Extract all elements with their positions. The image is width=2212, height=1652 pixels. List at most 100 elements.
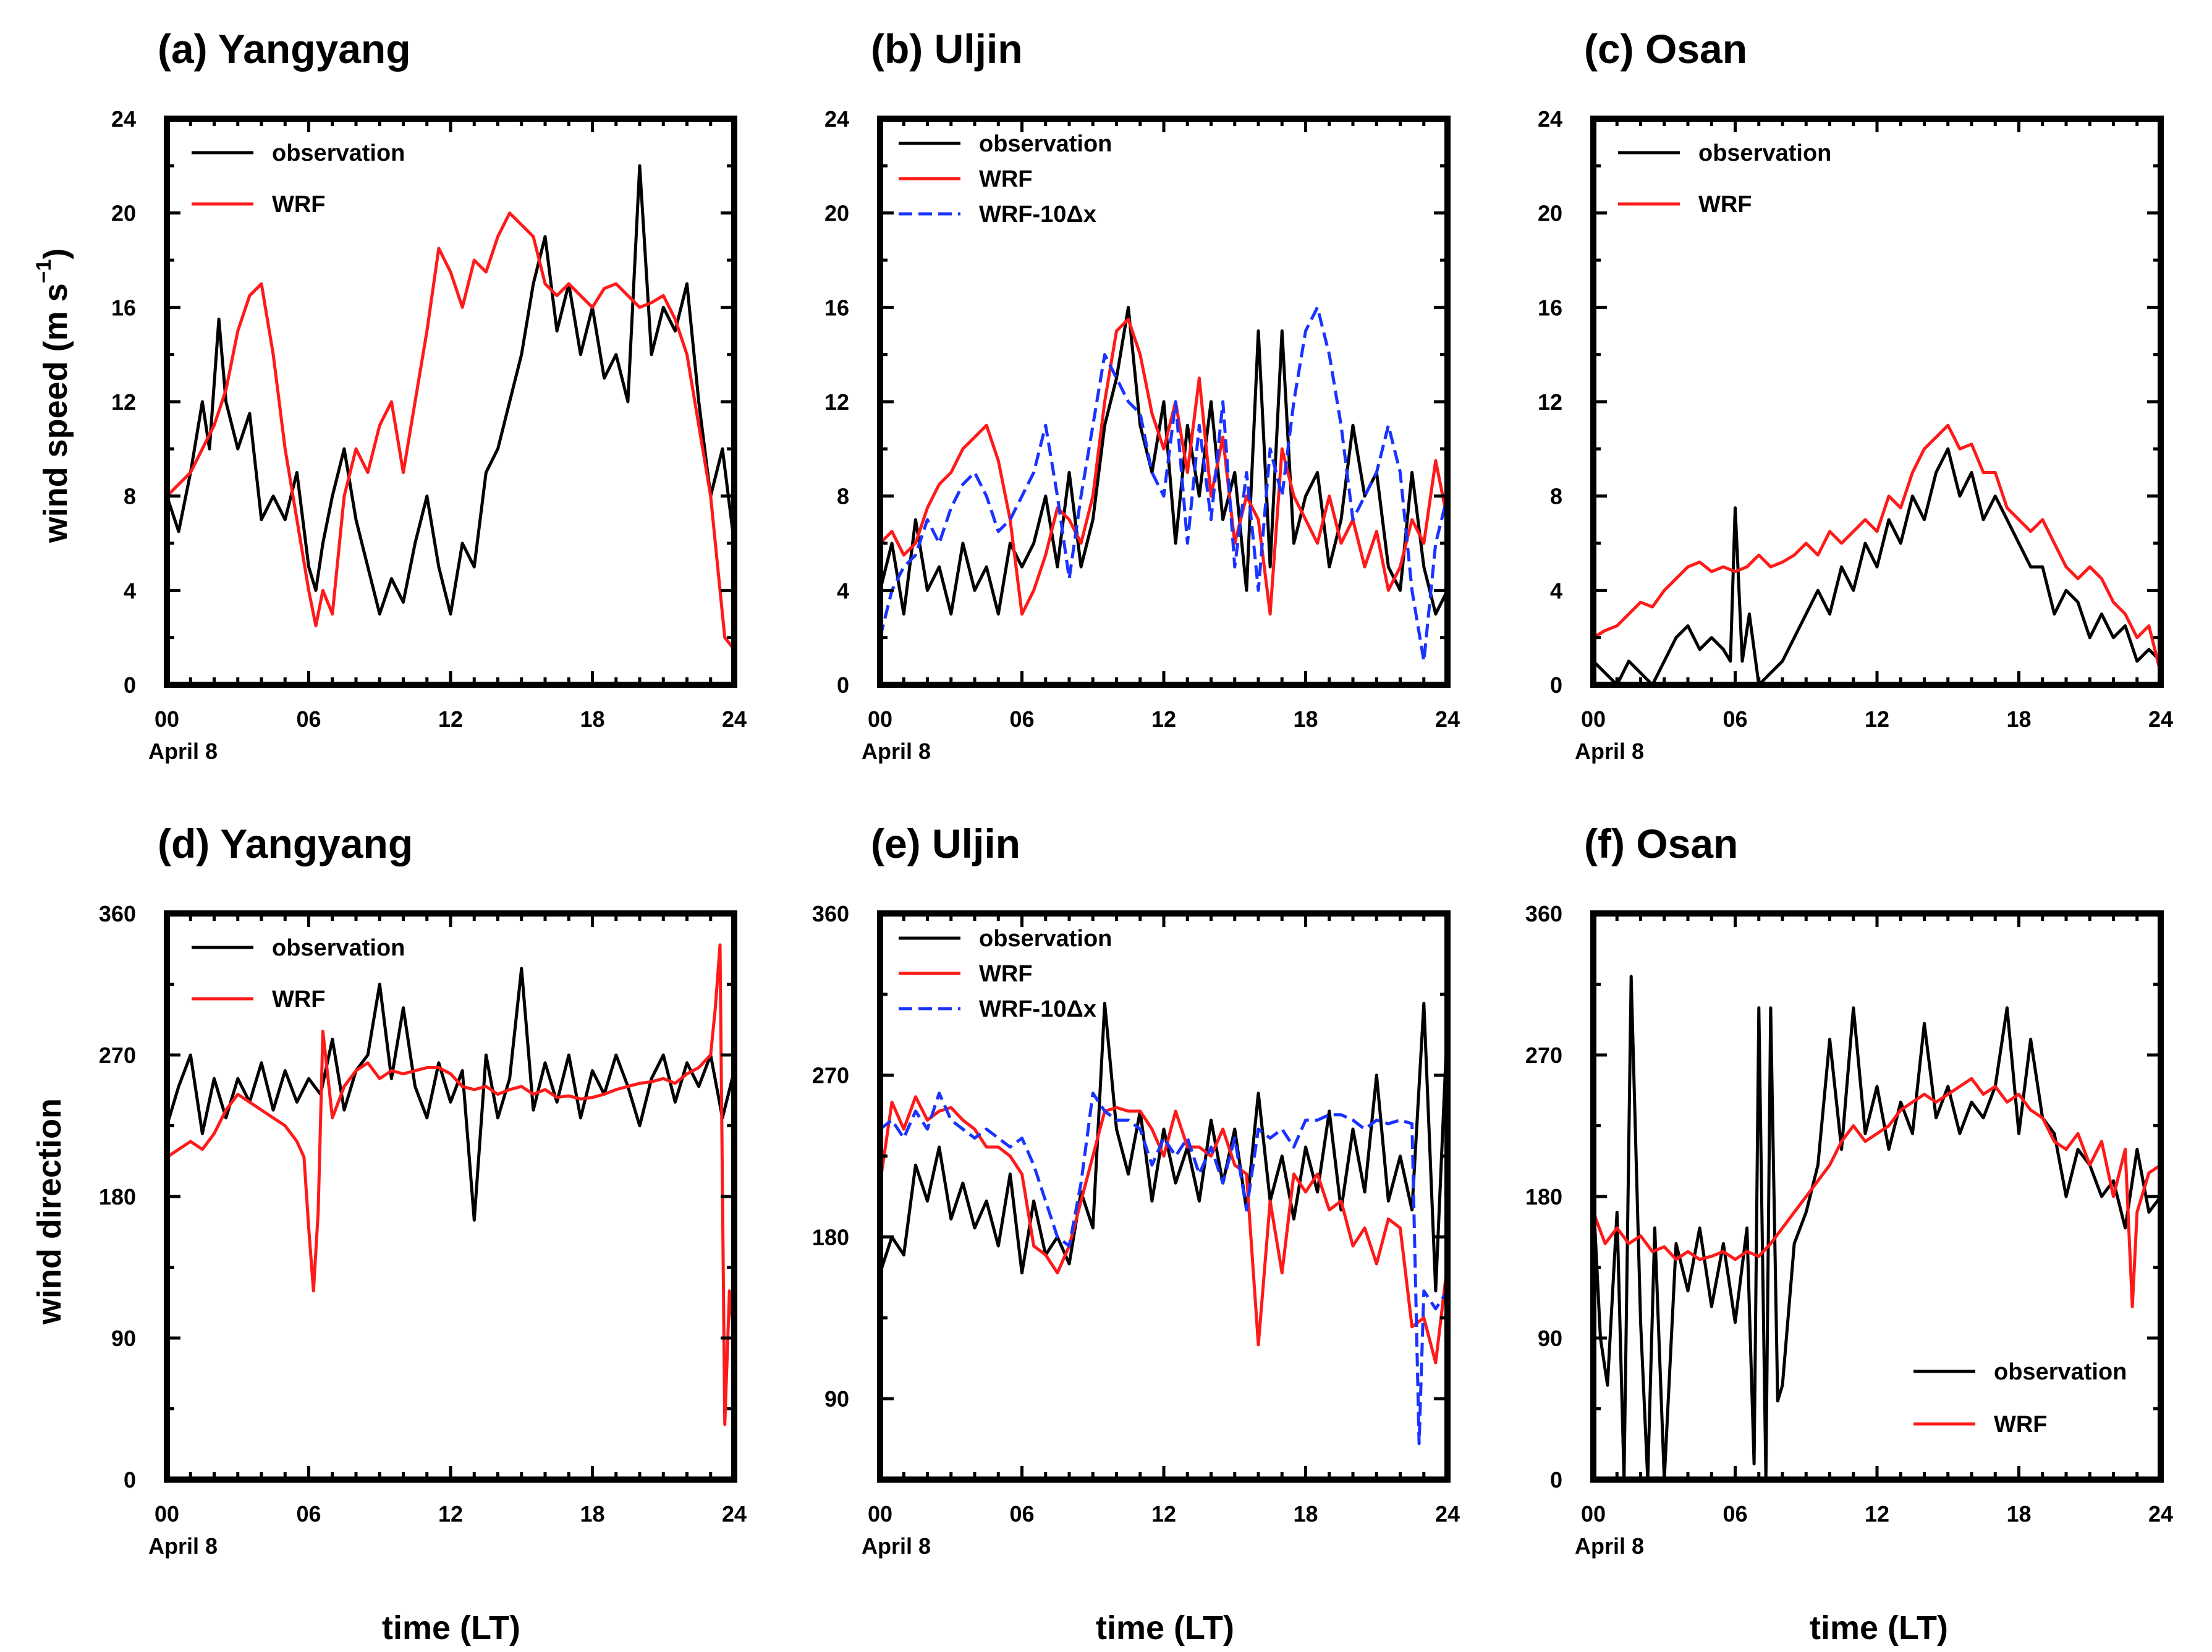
x-tick-label: 24 [2148,1501,2173,1527]
series-line-wrf-10-x [880,305,1447,663]
x-tick-label: 24 [2148,706,2173,732]
y-tick-label: 12 [1538,389,1562,415]
x-tick-label: 12 [438,706,463,732]
panel-title: (d) Yangyang [158,821,413,866]
x-axis-label-f: time (LT) [1810,1609,1948,1646]
series-line-wrf [1593,423,2161,674]
series-line-wrf-10-x [880,1091,1447,1446]
y-tick-label: 180 [1525,1184,1562,1209]
date-label: April 8 [1575,739,1644,764]
x-tick-label: 00 [1581,706,1606,732]
series-line-observation [167,967,734,1222]
legend-label-observation: observation [1994,1359,2127,1385]
y-tick-label: 4 [124,578,136,603]
x-tick-label: 12 [1865,1501,1889,1527]
panel-c: (c) Osan 0 4 8 12 16 20 24 00 06 12 18 24 April 8 obse… [1538,26,2173,764]
y-tick-label: 0 [837,672,849,698]
y-tick-label: 270 [99,1043,136,1068]
date-label: April 8 [148,739,218,764]
panel-b: (b) Uljin 0 4 8 12 16 20 24 00 06 12 18 24 April 8 obs… [824,26,1460,764]
x-tick-label: 18 [2006,1501,2031,1527]
series-line-observation [880,305,1447,616]
y-tick-label: 20 [111,201,136,226]
x-tick-label: 00 [1581,1501,1606,1527]
y-tick-label: 270 [812,1063,849,1088]
series-line-observation [880,1001,1447,1293]
series-group [1593,423,2161,685]
legend-label-wrf: WRF [1698,192,1752,218]
x-tick-label: 12 [1151,706,1176,732]
y-tick-label: 360 [812,901,849,926]
x-tick-label: 24 [722,1501,747,1527]
series-line-wrf [1593,1077,2161,1308]
x-tick-label: 18 [580,706,604,732]
y-tick-label: 360 [99,901,136,926]
series-line-wrf [880,317,1447,616]
x-axis-label-e: time (LT) [1096,1609,1234,1646]
y-tick-label: 16 [1538,295,1562,320]
legend-label-wrf-10-x: WRF-10Δx [979,996,1096,1022]
series-line-observation [1593,975,2161,1480]
x-tick-label: 06 [296,1501,321,1527]
legend-label-wrf: WRF [272,192,326,218]
series-group [167,164,734,651]
x-tick-label: 18 [2006,706,2031,732]
y-tick-label: 12 [111,389,136,415]
series-line-observation [167,164,734,616]
panel-e: (e) Uljin 90 180 270 360 00 06 12 18 24 April 8 obs… [812,821,1460,1559]
x-tick-label: 24 [722,706,747,732]
y-tick-label: 180 [99,1184,136,1209]
x-tick-label: 06 [296,706,321,732]
legend-label-observation: observation [979,131,1112,157]
series-line-wrf [167,943,734,1426]
series-line-wrf [167,211,734,651]
x-tick-label: 00 [155,1501,179,1527]
y-tick-label: 90 [1538,1326,1562,1351]
series-group [1593,975,2161,1480]
y-tick-label: 270 [1525,1043,1562,1068]
series-group [880,305,1447,663]
date-label: April 8 [148,1533,218,1559]
y-tick-label: 16 [111,295,136,320]
y-tick-label: 16 [824,295,849,320]
y-tick-label: 0 [124,672,136,698]
y-tick-label: 0 [1550,1467,1562,1493]
x-tick-label: 06 [1009,1501,1034,1527]
x-tick-label: 12 [1865,706,1889,732]
series-line-observation [1593,447,2161,685]
panel-title: (f) Osan [1584,821,1738,866]
date-label: April 8 [862,1533,931,1559]
x-axis-label-d: time (LT) [382,1609,520,1646]
x-tick-label: 12 [1151,1501,1176,1527]
y-tick-label: 4 [1550,578,1562,603]
x-tick-label: 18 [580,1501,604,1527]
y-tick-label: 20 [1538,201,1562,226]
y-tick-label: 0 [1550,672,1562,698]
panel-a: (a) Yangyang 0 4 8 12 16 20 24 00 06 12 18 24 April 8… [111,26,747,764]
y-tick-label: 24 [111,106,136,132]
y-tick-label: 4 [837,578,849,603]
panel-title: (e) Uljin [871,821,1020,866]
plot-frame [1590,910,2164,1483]
y-tick-label: 24 [824,106,849,132]
y-tick-label: 90 [111,1326,136,1351]
y-tick-label: 8 [837,484,849,509]
y-tick-label: 180 [812,1224,849,1250]
x-tick-label: 24 [1435,1501,1460,1527]
y-axis-label-wind-direction: wind direction [31,1098,68,1325]
x-tick-label: 24 [1435,706,1460,732]
x-tick-label: 12 [438,1501,463,1527]
series-group [880,1001,1447,1446]
y-tick-label: 360 [1525,901,1562,926]
x-tick-label: 18 [1293,706,1318,732]
legend-label-observation: observation [272,140,405,166]
y-tick-label: 20 [824,201,849,226]
panel-title: (b) Uljin [871,26,1023,72]
x-tick-label: 18 [1293,1501,1318,1527]
legend-label-wrf: WRF [1994,1412,2048,1438]
panel-f: (f) Osan 0 90 180 270 360 00 06 12 18 24 April 8 obs… [1525,821,2173,1559]
y-tick-label: 0 [124,1467,136,1493]
y-tick-label: 8 [1550,484,1562,509]
panel-d: (d) Yangyang 0 90 180 270 360 00 06 12 18 24 April … [99,821,747,1559]
